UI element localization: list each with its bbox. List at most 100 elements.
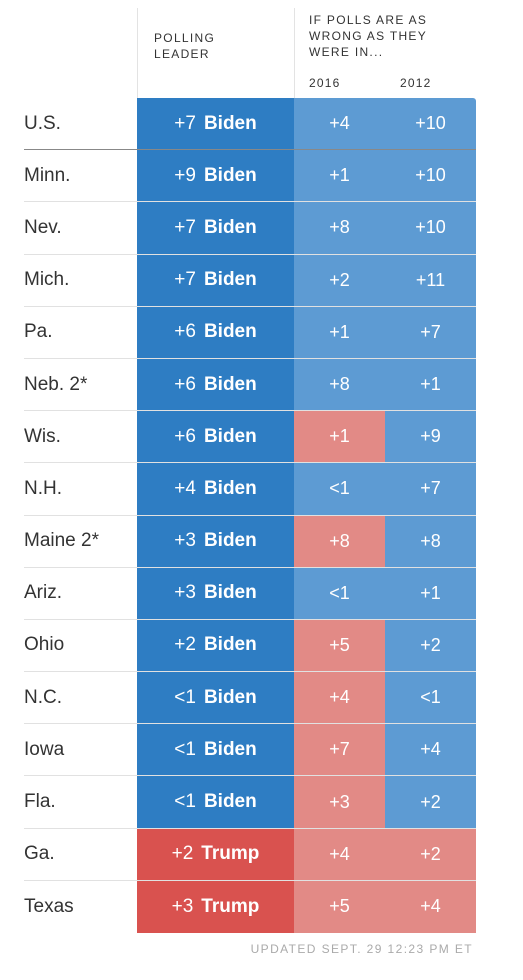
table-row: Ga. +2 Trump +4 +2 <box>24 828 476 881</box>
scenario-2016-cell: <1 <box>294 463 386 515</box>
leader-margin: +3 <box>174 530 196 552</box>
polls-wrong-label: IF POLLS ARE AS WRONG AS THEY WERE IN... <box>309 13 428 59</box>
scenario-2016-cell: +4 <box>294 672 386 724</box>
polling-leader-cell: +3 Biden <box>137 515 294 567</box>
scenario-2016-cell: +4 <box>294 98 386 150</box>
state-label: Pa. <box>24 321 53 343</box>
scenario-2012-cell: +1 <box>385 567 476 619</box>
leader-name: Biden <box>203 216 257 238</box>
polling-leader-cell: +6 Biden <box>137 306 294 358</box>
polling-leader-label: POLLING LEADER <box>154 31 216 61</box>
scenario-2016-cell: +5 <box>294 619 386 672</box>
scenario-2016-cell: <1 <box>294 567 386 619</box>
table-row: Nev. +7 Biden +8 +10 <box>24 202 476 255</box>
leader-name: Biden <box>203 791 257 813</box>
leader-name: Biden <box>203 738 257 760</box>
leader-margin: +4 <box>174 477 196 499</box>
leader-margin: <1 <box>174 738 196 760</box>
scenario-2016-cell: +5 <box>294 880 386 933</box>
polling-leader-cell: +2 Trump <box>137 828 294 880</box>
table-row: N.H. +4 Biden <1 +7 <box>24 463 476 516</box>
state-label: N.C. <box>24 686 62 708</box>
leader-margin: +7 <box>174 112 196 134</box>
scenario-2016-cell: +8 <box>294 202 386 254</box>
state-label: Wis. <box>24 425 61 447</box>
year-2016-label: 2016 <box>309 76 341 90</box>
leader-name: Biden <box>203 112 257 134</box>
leader-name: Biden <box>203 530 257 552</box>
table-row: Maine 2* +3 Biden +8 +8 <box>24 515 476 568</box>
leader-name: Biden <box>203 164 257 186</box>
polling-leader-cell: +7 Biden <box>137 202 294 254</box>
state-label: Ga. <box>24 843 55 865</box>
state-label: Iowa <box>24 738 65 760</box>
scenario-2016-cell: +2 <box>294 254 386 306</box>
leader-name: Biden <box>203 634 257 656</box>
table-row: Ohio +2 Biden +5 +2 <box>24 619 476 673</box>
state-label: Nev. <box>24 216 62 238</box>
polling-leader-cell: <1 Biden <box>137 672 294 724</box>
table-row: Ariz. +3 Biden <1 +1 <box>24 567 476 620</box>
scenario-2012-cell: +2 <box>385 619 476 672</box>
scenario-2012-cell: +4 <box>385 724 476 776</box>
table-body: U.S. +7 Biden +4 +10 Minn. +9 Biden +1 +10 Nev. +7 B… <box>24 98 476 933</box>
table-row: Fla. <1 Biden +3 +2 <box>24 776 476 829</box>
state-label: Ohio <box>24 634 65 656</box>
leader-margin: +6 <box>174 321 196 343</box>
scenario-2012-cell: +7 <box>385 463 476 515</box>
leader-name: Biden <box>203 477 257 499</box>
scenario-2012-cell: +11 <box>385 254 476 306</box>
scenario-2012-cell: +10 <box>385 98 476 150</box>
polling-leader-cell: <1 Biden <box>137 776 294 828</box>
leader-margin: +6 <box>174 425 196 447</box>
state-label: Neb. 2* <box>24 373 88 395</box>
polling-leader-cell: +2 Biden <box>137 619 294 672</box>
scenario-2016-cell: +1 <box>294 411 386 463</box>
scenario-2016-cell: +4 <box>294 828 386 880</box>
scenario-2016-cell: +7 <box>294 724 386 776</box>
state-label: U.S. <box>24 112 61 134</box>
scenario-2016-cell: +1 <box>294 150 386 202</box>
leader-name: Biden <box>203 582 257 604</box>
polling-leader-header: POLLING LEADER <box>137 8 295 98</box>
table-row: U.S. +7 Biden +4 +10 <box>24 98 476 151</box>
polling-leader-cell: +3 Trump <box>137 880 294 933</box>
updated-timestamp: UPDATED SEPT. 29 12:23 PM ET <box>250 942 473 956</box>
leader-name: Trump <box>201 843 260 865</box>
scenario-2012-cell: +10 <box>385 202 476 254</box>
scenario-2012-cell: +4 <box>385 880 476 933</box>
polling-leader-cell: +9 Biden <box>137 150 294 202</box>
scenario-2012-cell: +8 <box>385 515 476 567</box>
scenario-2016-cell: +8 <box>294 358 386 411</box>
leader-name: Biden <box>203 373 257 395</box>
table-row: Mich. +7 Biden +2 +11 <box>24 254 476 307</box>
table-row: Texas +3 Trump +5 +4 <box>24 880 476 933</box>
scenario-2012-cell: +2 <box>385 828 476 880</box>
table-row: Neb. 2* +6 Biden +8 +1 <box>24 358 476 412</box>
scenario-2012-cell: +9 <box>385 411 476 463</box>
leader-name: Biden <box>203 425 257 447</box>
state-label: Minn. <box>24 164 71 186</box>
scenario-2012-cell: +7 <box>385 306 476 358</box>
polling-table: POLLING LEADER IF POLLS ARE AS WRONG AS … <box>24 0 476 933</box>
year-2012-label: 2012 <box>400 76 432 90</box>
state-label: Mich. <box>24 269 70 291</box>
state-label: Ariz. <box>24 582 62 604</box>
scenario-2016-cell: +8 <box>294 515 386 567</box>
scenario-2012-cell: +1 <box>385 358 476 411</box>
polling-leader-cell: +7 Biden <box>137 98 294 150</box>
leader-name: Biden <box>203 686 257 708</box>
polling-leader-cell: <1 Biden <box>137 724 294 776</box>
table-row: N.C. <1 Biden +4 <1 <box>24 672 476 725</box>
polling-leader-cell: +4 Biden <box>137 463 294 515</box>
leader-name: Biden <box>203 269 257 291</box>
table-header: POLLING LEADER IF POLLS ARE AS WRONG AS … <box>24 0 476 98</box>
leader-margin: +7 <box>174 216 196 238</box>
table-row: Pa. +6 Biden +1 +7 <box>24 306 476 359</box>
state-label: N.H. <box>24 477 62 499</box>
leader-margin: +7 <box>174 269 196 291</box>
scenario-2016-cell: +3 <box>294 776 386 828</box>
polls-wrong-header: IF POLLS ARE AS WRONG AS THEY WERE IN...… <box>294 8 477 98</box>
leader-name: Trump <box>201 895 260 917</box>
table-row: Iowa <1 Biden +7 +4 <box>24 724 476 777</box>
